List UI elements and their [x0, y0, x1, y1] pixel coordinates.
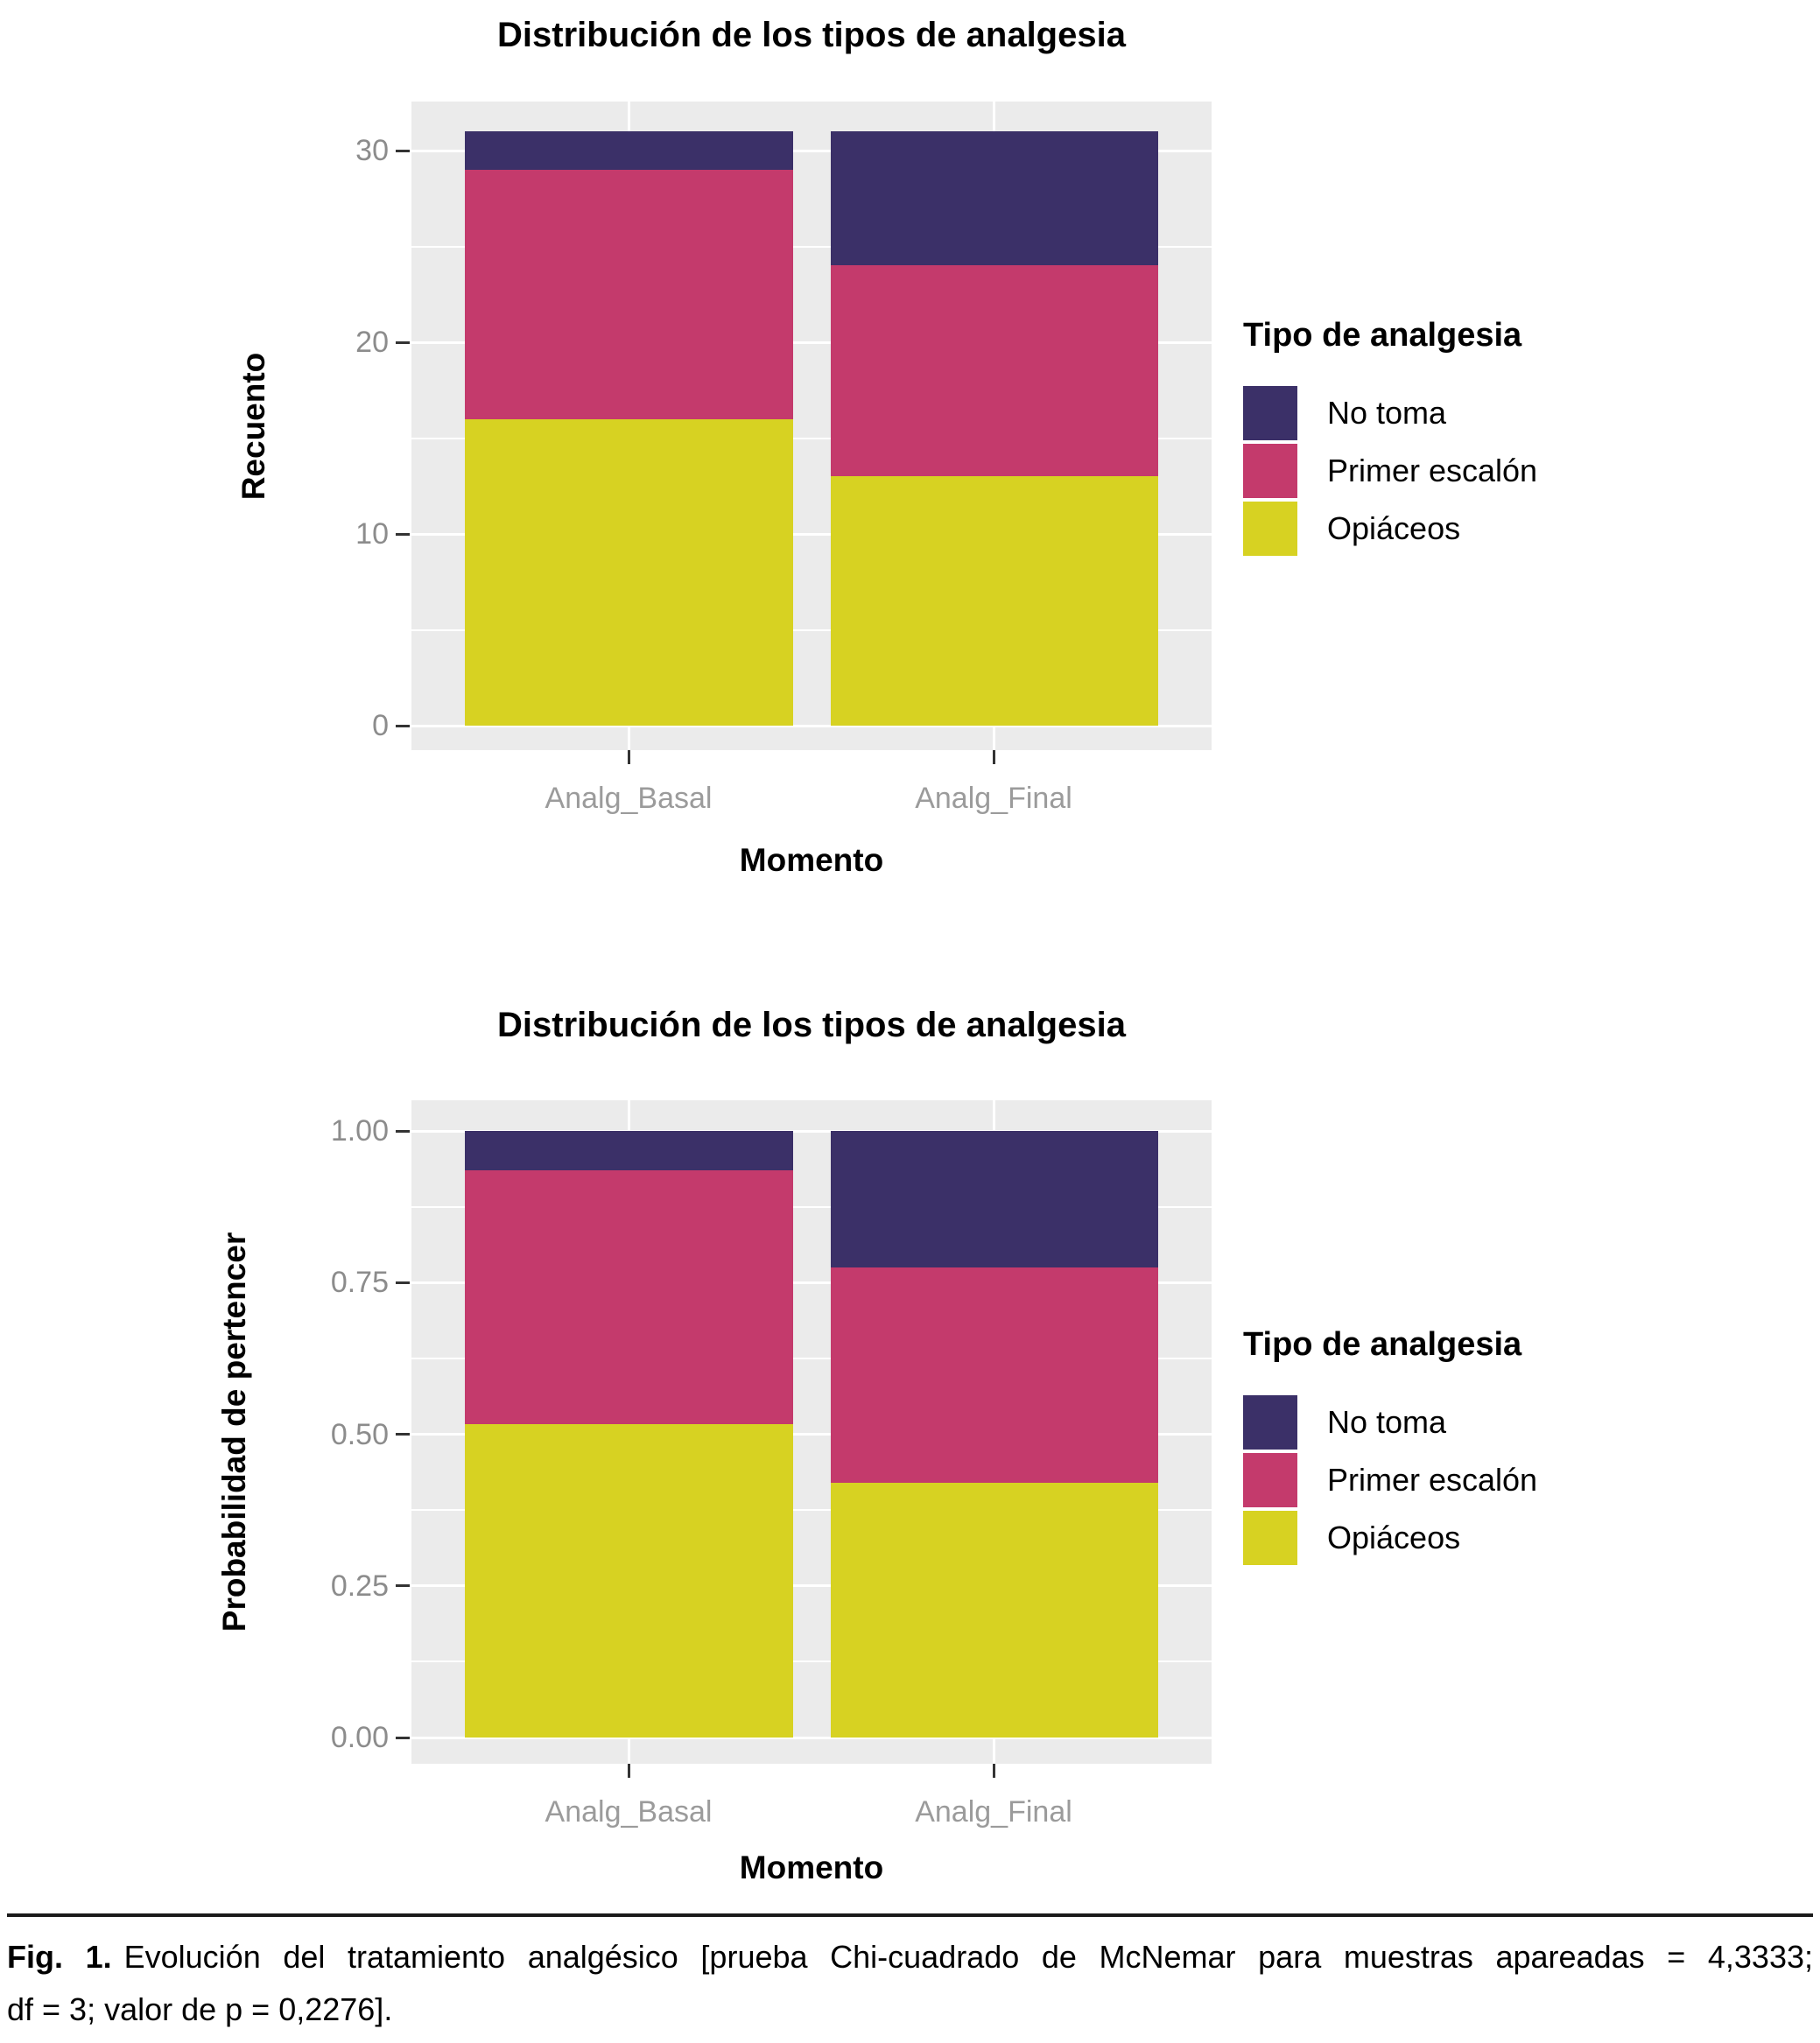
x-tick-mark — [627, 1764, 630, 1778]
bar-segment-Analg_Basal-Opiáceos — [465, 1424, 793, 1738]
caption-text-2: df = 3; valor de p = 0,2276]. — [7, 1991, 393, 2027]
legend-swatch-Primer escalón — [1243, 444, 1297, 498]
y-tick-label: 0.00 — [330, 1721, 389, 1754]
chart-title: Distribución de los tipos de analgesia — [497, 1006, 1126, 1044]
legend-title: Tipo de analgesia — [1243, 317, 1522, 354]
gridline-major — [411, 1433, 1212, 1436]
legend-swatch-No toma — [1243, 1395, 1297, 1450]
legend-swatch-No toma — [1243, 386, 1297, 440]
gridline-major — [411, 1736, 1212, 1739]
gridline-major — [411, 532, 1212, 536]
chart-recuento: Distribución de los tipos de analgesia 0 1… — [0, 0, 1820, 976]
bar-segment-Analg_Basal-No toma — [465, 131, 793, 170]
x-tick-mark — [992, 1764, 995, 1778]
legend-swatch-Primer escalón — [1243, 1453, 1297, 1507]
y-tick-label: 0.50 — [330, 1417, 389, 1451]
x-tick-label: Analg_Basal — [545, 782, 713, 815]
legend-item: Primer escalón — [1243, 1453, 1786, 1507]
legend-title: Tipo de analgesia — [1243, 1326, 1522, 1363]
gridline-major — [411, 724, 1212, 727]
caption-text-1: Evolución del tratamiento analgésico [pr… — [123, 1939, 1813, 1975]
y-tick-label: 10 — [355, 517, 389, 551]
legend: Tipo de analgesia No toma Primer escalón Op… — [1243, 317, 1786, 559]
x-tick-label: Analg_Basal — [545, 1795, 713, 1829]
y-tick-mark — [396, 149, 410, 152]
legend: Tipo de analgesia No toma Primer escalón Op… — [1243, 1326, 1786, 1569]
x-tick-label: Analg_Final — [915, 1795, 1072, 1829]
legend-label: No toma — [1327, 1404, 1447, 1440]
chart-title: Distribución de los tipos de analgesia — [497, 16, 1126, 54]
gridline-major — [411, 1584, 1212, 1588]
y-tick-label: 0.25 — [330, 1569, 389, 1603]
bar-segment-Analg_Basal-Primer escalón — [465, 169, 793, 419]
y-tick-mark — [396, 1129, 410, 1133]
y-tick-mark — [396, 724, 410, 727]
y-tick-label: 30 — [355, 134, 389, 167]
y-tick-mark — [396, 1433, 410, 1436]
figure-caption: Fig. 1. Evolución del tratamiento analgés… — [7, 1931, 1813, 2036]
legend-item: No toma — [1243, 386, 1786, 440]
y-tick-mark — [396, 1736, 410, 1739]
bar-segment-Analg_Final-Opiáceos — [831, 476, 1158, 726]
gridline-major — [411, 149, 1212, 152]
legend-item: Opiáceos — [1243, 1511, 1786, 1565]
x-tick-mark — [627, 750, 630, 764]
y-tick-mark — [396, 532, 410, 536]
legend-label: Primer escalón — [1327, 1462, 1538, 1498]
bar-segment-Analg_Final-Primer escalón — [831, 1267, 1158, 1484]
bar-segment-Analg_Final-Opiáceos — [831, 1483, 1158, 1738]
bar-segment-Analg_Basal-No toma — [465, 1131, 793, 1170]
x-axis-title: Momento — [739, 1850, 884, 1885]
gridline-minor — [411, 1660, 1212, 1663]
legend-item: Opiáceos — [1243, 502, 1786, 556]
y-tick-mark — [396, 1281, 410, 1284]
bar-segment-Analg_Final-No toma — [831, 131, 1158, 266]
legend-item: Primer escalón — [1243, 444, 1786, 498]
y-axis-title: Recuento — [235, 352, 271, 500]
caption-divider — [7, 1913, 1813, 1917]
bar-segment-Analg_Basal-Opiáceos — [465, 418, 793, 726]
y-tick-label: 20 — [355, 326, 389, 359]
caption-line-1: Fig. 1. Evolución del tratamiento analgés… — [7, 1931, 1813, 1983]
gridline-major — [411, 340, 1212, 344]
gridline-minor — [411, 1205, 1212, 1208]
legend-label: Opiáceos — [1327, 1520, 1461, 1555]
legend-label: Opiáceos — [1327, 510, 1461, 546]
y-axis-title: Probabilidad de pertencer — [216, 1232, 252, 1632]
x-tick-mark — [992, 750, 995, 764]
x-tick-label: Analg_Final — [915, 782, 1072, 815]
chart-probabilidad: Distribución de los tipos de analgesia 0.… — [0, 976, 1820, 1913]
legend-item: No toma — [1243, 1395, 1786, 1450]
y-tick-label: 1.00 — [330, 1114, 389, 1148]
gridline-minor — [411, 1357, 1212, 1359]
gridline-minor — [411, 1509, 1212, 1512]
bar-segment-Analg_Final-No toma — [831, 1131, 1158, 1268]
gridline-minor — [411, 245, 1212, 248]
gridline-major — [411, 1281, 1212, 1284]
bar-segment-Analg_Final-Primer escalón — [831, 265, 1158, 477]
y-tick-mark — [396, 340, 410, 344]
legend-swatch-Opiáceos — [1243, 1511, 1297, 1565]
caption-figure-label: Fig. 1. — [7, 1939, 112, 1975]
x-axis-title: Momento — [739, 842, 884, 878]
legend-swatch-Opiáceos — [1243, 502, 1297, 556]
gridline-minor — [411, 628, 1212, 631]
gridline-minor — [411, 437, 1212, 439]
legend-label: No toma — [1327, 395, 1447, 431]
gridline-major — [411, 1129, 1212, 1133]
bar-segment-Analg_Basal-Primer escalón — [465, 1169, 793, 1425]
y-tick-mark — [396, 1584, 410, 1588]
y-tick-label: 0.75 — [330, 1266, 389, 1300]
legend-label: Primer escalón — [1327, 453, 1538, 488]
y-tick-label: 0 — [372, 709, 389, 742]
